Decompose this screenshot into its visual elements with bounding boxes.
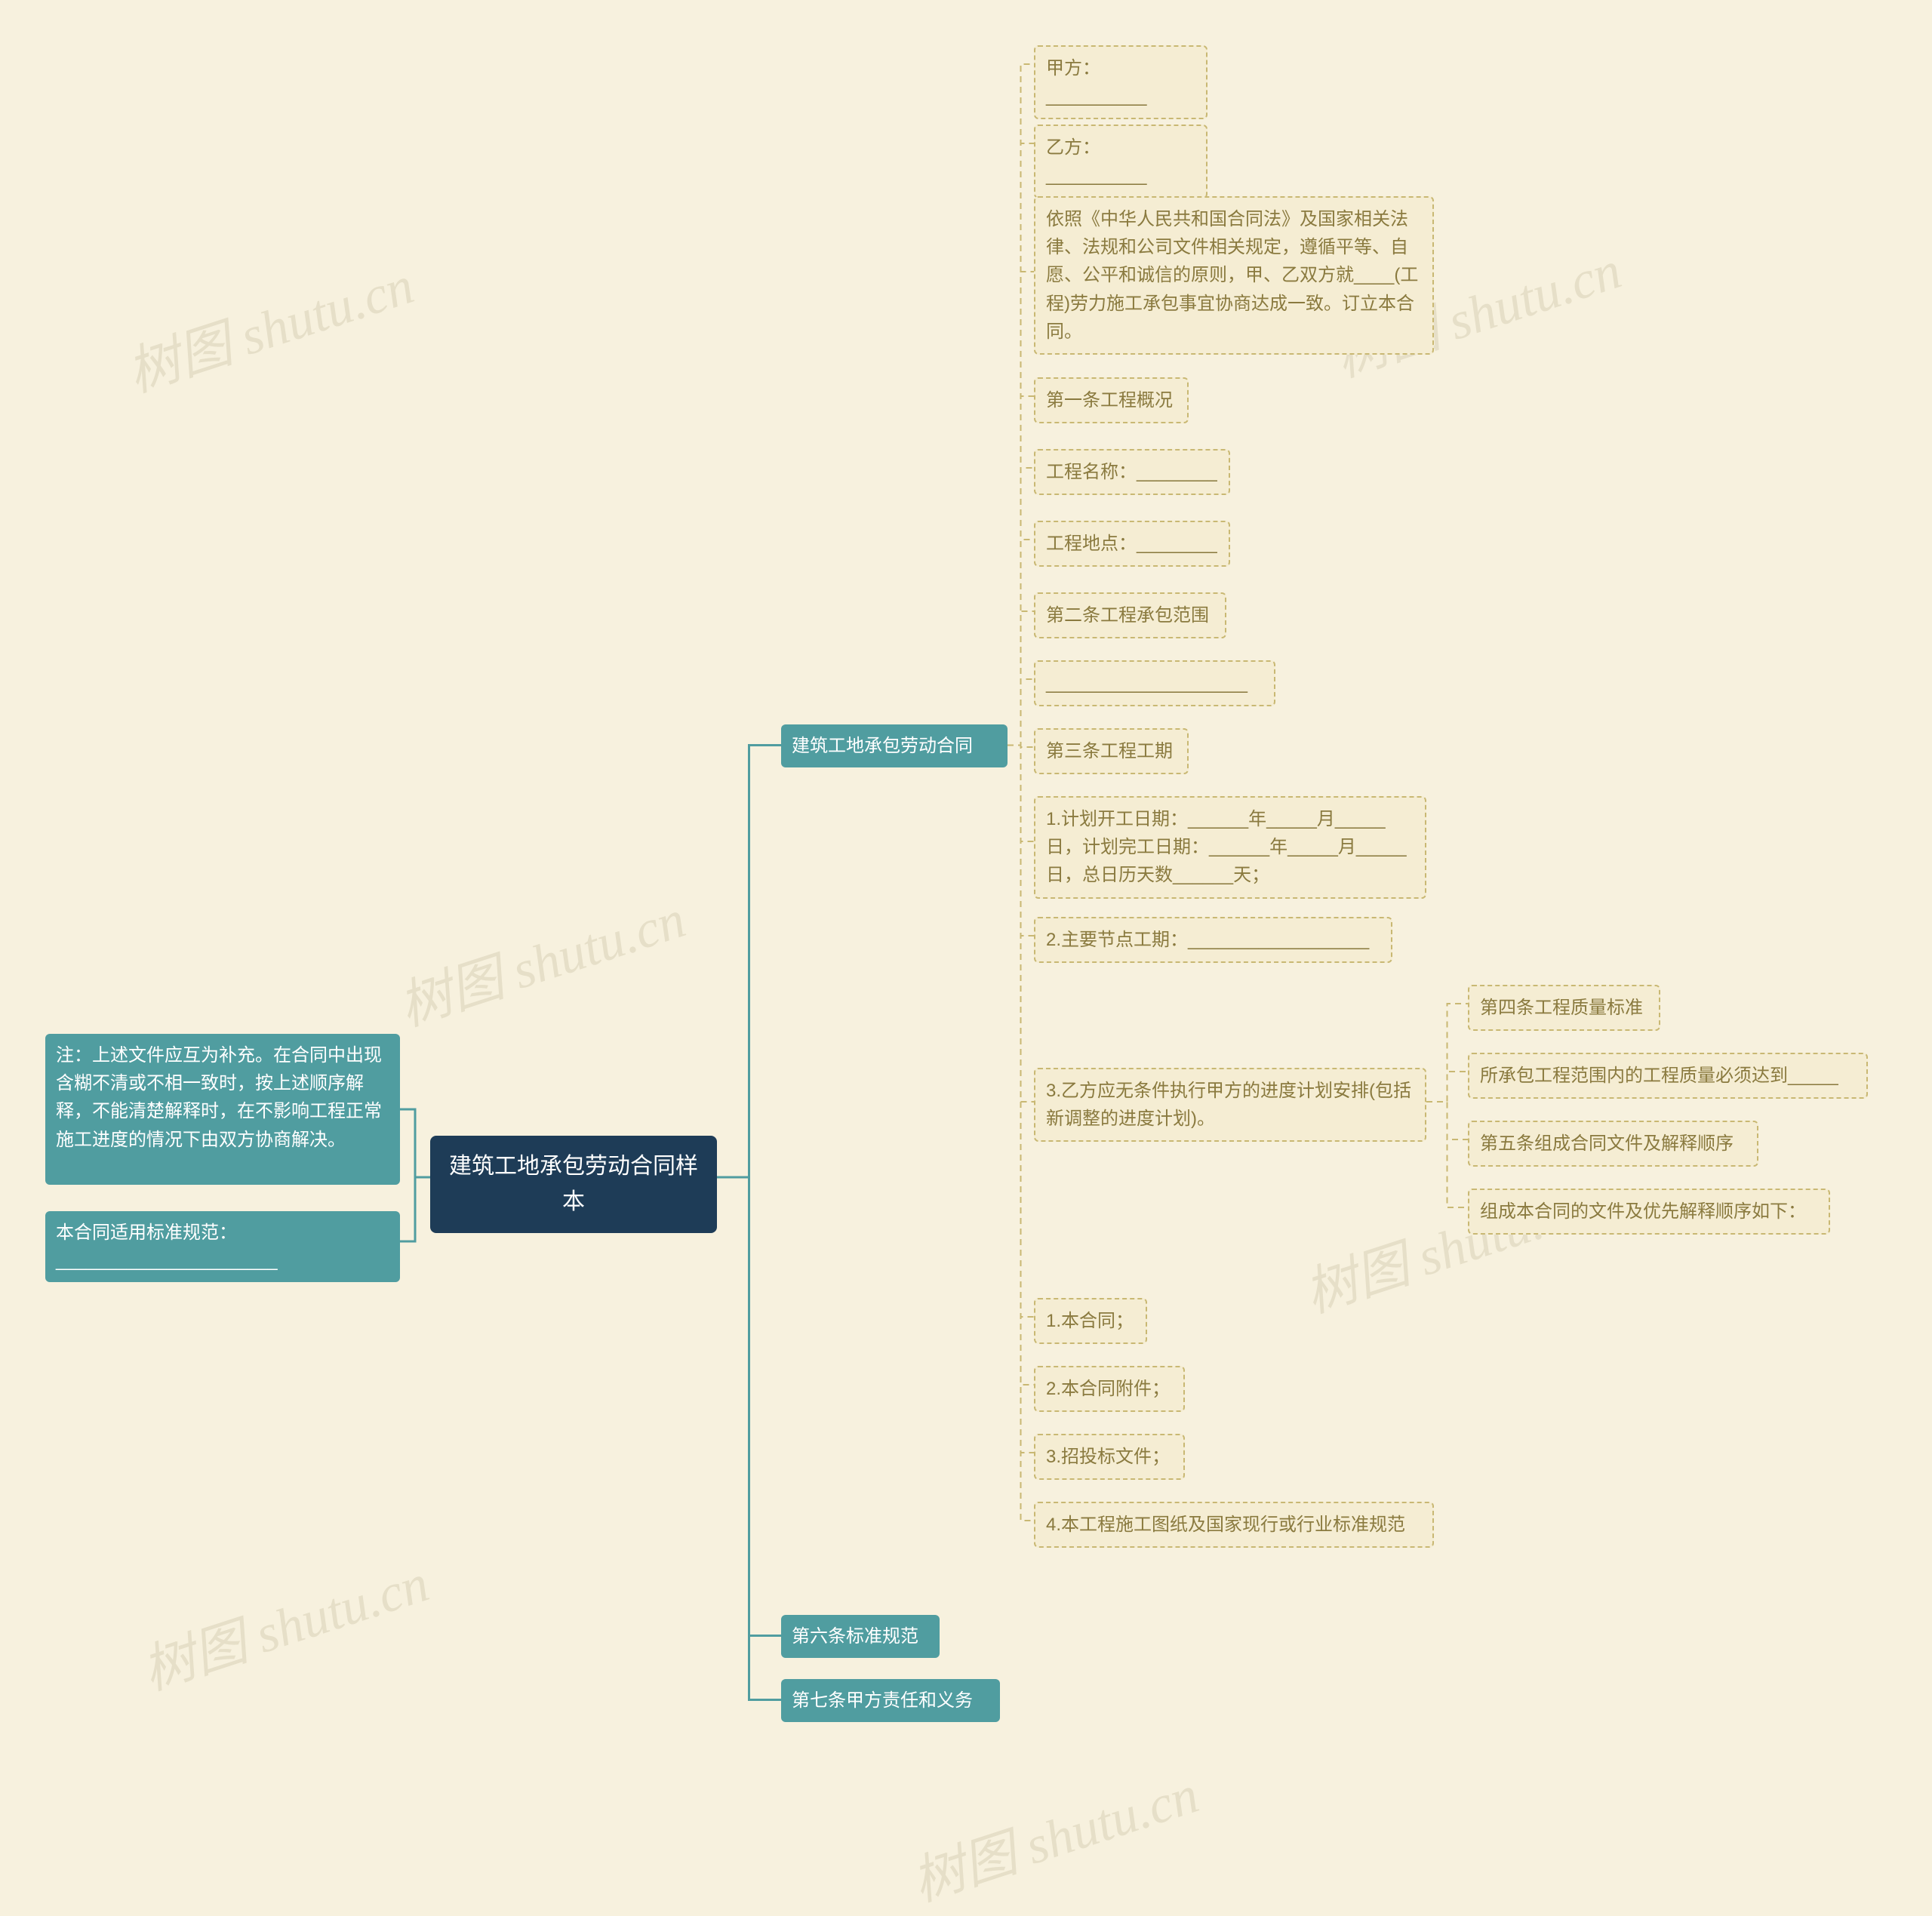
branch-label: 第七条甲方责任和义务 bbox=[792, 1690, 973, 1711]
leaf-label: 第四条工程质量标准 bbox=[1480, 998, 1643, 1018]
leaf-node: 第一条工程概况 bbox=[1034, 377, 1189, 423]
branch-label: 建筑工地承包劳动合同 bbox=[792, 736, 973, 756]
leaf-node: 乙方：__________ bbox=[1034, 125, 1208, 198]
leaf-label: 1.本合同； bbox=[1046, 1311, 1134, 1331]
branch-node: 第六条标准规范 bbox=[781, 1615, 940, 1658]
leaf-node: 第五条组成合同文件及解释顺序 bbox=[1468, 1121, 1758, 1167]
branch-node: 第七条甲方责任和义务 bbox=[781, 1679, 1000, 1722]
leaf-node: 工程地点：________ bbox=[1034, 521, 1230, 567]
leaf-label: 工程名称：________ bbox=[1046, 462, 1217, 482]
leaf-label: 第二条工程承包范围 bbox=[1046, 605, 1209, 626]
branch-node: 建筑工地承包劳动合同 bbox=[781, 724, 1008, 767]
canvas-bg bbox=[0, 0, 1932, 1886]
leaf-node: 所承包工程范围内的工程质量必须达到_____ bbox=[1468, 1053, 1868, 1099]
leaf-label: 甲方：__________ bbox=[1046, 58, 1146, 106]
leaf-label: 3.乙方应无条件执行甲方的进度计划安排(包括新调整的进度计划)。 bbox=[1046, 1081, 1411, 1129]
leaf-label: 3.招投标文件； bbox=[1046, 1447, 1170, 1467]
leaf-node: ____________________ bbox=[1034, 660, 1275, 706]
leaf-label: 第五条组成合同文件及解释顺序 bbox=[1480, 1133, 1734, 1154]
leaf-node: 第二条工程承包范围 bbox=[1034, 592, 1226, 638]
leaf-label: 第一条工程概况 bbox=[1046, 390, 1173, 411]
leaf-node: 工程名称：________ bbox=[1034, 449, 1230, 495]
root-label: 建筑工地承包劳动合同样本 bbox=[449, 1154, 698, 1214]
leaf-label: 组成本合同的文件及优先解释顺序如下： bbox=[1480, 1201, 1806, 1222]
leaf-node: 第三条工程工期 bbox=[1034, 728, 1189, 774]
leaf-label: 1.计划开工日期：______年_____月_____日，计划完工日期：____… bbox=[1046, 809, 1407, 885]
leaf-label: 4.本工程施工图纸及国家现行或行业标准规范 bbox=[1046, 1515, 1405, 1535]
leaf-label: 2.本合同附件； bbox=[1046, 1379, 1170, 1399]
leaf-node: 1.本合同； bbox=[1034, 1298, 1147, 1344]
leaf-node: 组成本合同的文件及优先解释顺序如下： bbox=[1468, 1189, 1830, 1235]
leaf-label: 工程地点：________ bbox=[1046, 534, 1217, 554]
leaf-node: 2.主要节点工期：__________________ bbox=[1034, 917, 1392, 963]
branch-label: 第六条标准规范 bbox=[792, 1626, 918, 1647]
leaf-label: ____________________ bbox=[1046, 673, 1247, 694]
leaf-node: 3.乙方应无条件执行甲方的进度计划安排(包括新调整的进度计划)。 bbox=[1034, 1068, 1426, 1142]
leaf-node: 2.本合同附件； bbox=[1034, 1366, 1185, 1412]
root-node: 建筑工地承包劳动合同样本 bbox=[430, 1136, 717, 1233]
leaf-label: 乙方：__________ bbox=[1046, 137, 1146, 186]
leaf-node: 3.招投标文件； bbox=[1034, 1434, 1185, 1480]
left-node: 注：上述文件应互为补充。在合同中出现含糊不清或不相一致时，按上述顺序解释，不能清… bbox=[45, 1034, 400, 1185]
leaf-node: 1.计划开工日期：______年_____月_____日，计划完工日期：____… bbox=[1034, 796, 1426, 899]
left-node-label: 本合同适用标准规范：______________________ bbox=[56, 1222, 278, 1271]
leaf-node: 甲方：__________ bbox=[1034, 45, 1208, 119]
leaf-label: 所承包工程范围内的工程质量必须达到_____ bbox=[1480, 1066, 1838, 1086]
leaf-label: 依照《中华人民共和国合同法》及国家相关法律、法规和公司文件相关规定，遵循平等、自… bbox=[1046, 209, 1418, 342]
left-node-label: 注：上述文件应互为补充。在合同中出现含糊不清或不相一致时，按上述顺序解释，不能清… bbox=[56, 1045, 382, 1150]
leaf-node: 4.本工程施工图纸及国家现行或行业标准规范 bbox=[1034, 1502, 1434, 1548]
leaf-label: 第三条工程工期 bbox=[1046, 741, 1173, 761]
leaf-label: 2.主要节点工期：__________________ bbox=[1046, 930, 1369, 950]
left-node: 本合同适用标准规范：______________________ bbox=[45, 1211, 400, 1282]
leaf-node: 第四条工程质量标准 bbox=[1468, 985, 1660, 1031]
leaf-node: 依照《中华人民共和国合同法》及国家相关法律、法规和公司文件相关规定，遵循平等、自… bbox=[1034, 196, 1434, 355]
